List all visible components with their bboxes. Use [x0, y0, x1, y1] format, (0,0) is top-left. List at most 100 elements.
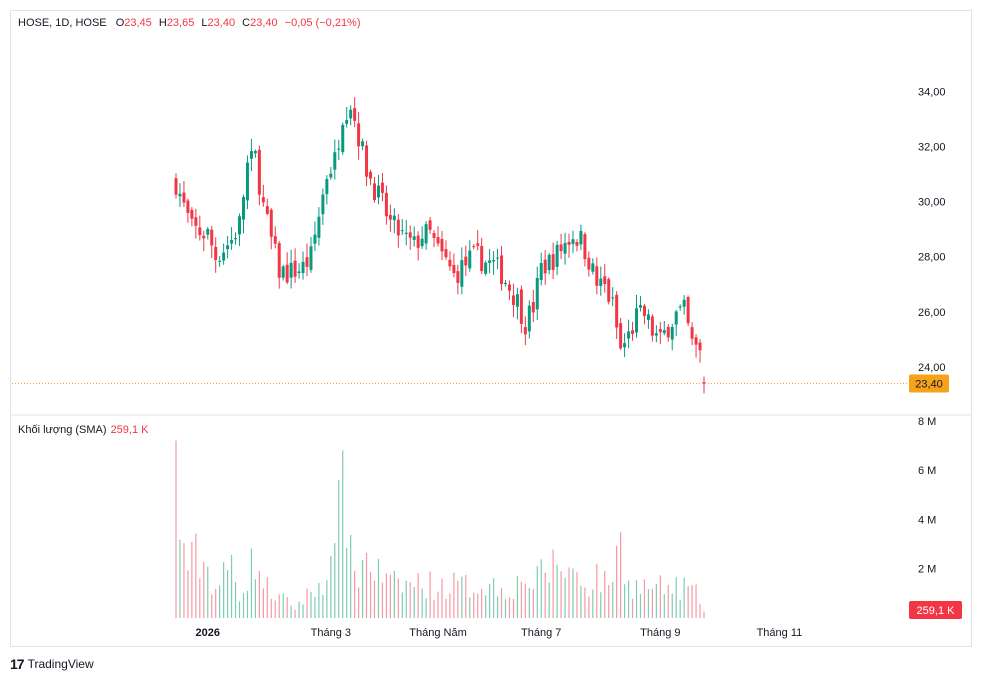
volume-bar — [294, 609, 296, 618]
candle-body — [297, 271, 301, 273]
volume-bar — [365, 552, 368, 618]
volume-bar — [473, 592, 475, 618]
candle-body — [666, 326, 670, 338]
candle-body — [444, 249, 448, 258]
volume-bar — [274, 600, 276, 618]
volume-bar — [330, 556, 332, 618]
last-price-label: 23,40 — [915, 378, 943, 390]
volume-legend-value: 259,1 K — [110, 424, 149, 436]
candle-body — [293, 260, 297, 277]
candle-body — [650, 316, 654, 336]
volume-bar — [556, 564, 558, 618]
candle-body — [198, 227, 202, 236]
volume-bar — [183, 543, 185, 618]
candle-body — [190, 209, 194, 219]
volume-bar — [504, 599, 507, 618]
volume-bar — [469, 597, 471, 618]
candle-body — [547, 254, 551, 271]
volume-bar — [373, 580, 376, 618]
candle-body — [567, 241, 571, 245]
volume-bar — [477, 593, 479, 618]
volume-bar — [377, 558, 380, 618]
volume-bar — [663, 594, 665, 618]
candle-body — [448, 259, 452, 267]
volume-bar — [211, 594, 213, 618]
candle-body — [265, 206, 269, 214]
volume-bar — [572, 568, 574, 618]
volume-bar — [338, 479, 340, 618]
volume-bar — [350, 535, 352, 618]
candle-body — [234, 238, 238, 240]
candle-body — [357, 123, 361, 147]
volume-bar — [254, 579, 256, 618]
candle-body — [638, 305, 642, 308]
volume-bar — [258, 570, 260, 618]
volume-bar — [270, 598, 272, 618]
volume-bar — [687, 586, 689, 618]
candle-body — [523, 327, 527, 335]
tradingview-brand[interactable]: 17 TradingView — [10, 656, 94, 672]
candle-body — [245, 162, 249, 201]
low-value: 23,40 — [207, 17, 236, 29]
volume-bar — [683, 577, 685, 618]
candle-body — [369, 171, 373, 179]
candle-body — [619, 323, 623, 349]
price-tick-label: 34,00 — [918, 86, 946, 98]
last-price-badge — [909, 374, 949, 393]
ohlc-legend: HOSE, 1D, HOSE O23,45 H23,65 L23,40 C23,… — [18, 17, 361, 29]
candle-body — [452, 265, 456, 274]
candle-body — [456, 271, 460, 283]
candle-body — [599, 278, 603, 286]
volume-bar — [699, 604, 701, 618]
candle-body — [468, 250, 472, 269]
candle-body — [702, 382, 706, 384]
candle-body — [218, 260, 222, 262]
candle-body — [317, 216, 321, 238]
volume-bar — [560, 571, 562, 618]
low-key: L — [201, 17, 208, 29]
candle-body — [372, 183, 376, 201]
candle-body — [388, 215, 392, 220]
volume-bar — [421, 588, 423, 618]
candle-body — [607, 279, 611, 302]
candle-body — [500, 255, 504, 285]
volume-bar — [524, 583, 526, 618]
candle-body — [472, 246, 476, 248]
volume-bar — [405, 580, 407, 618]
volume-bar — [310, 592, 312, 618]
volume-bar — [381, 582, 384, 618]
volume-bar — [691, 585, 693, 618]
candle-body — [670, 326, 674, 340]
price-tick-label: 26,00 — [918, 307, 946, 319]
last-price-marker: 23,40 259,1 K — [12, 374, 962, 619]
candle-body — [575, 242, 579, 246]
volume-bar — [489, 583, 491, 618]
volume-bar — [234, 581, 237, 618]
volume-bar — [639, 594, 642, 618]
volume-bar — [496, 596, 499, 618]
volume-bar — [608, 584, 610, 618]
volume-tick-label: 6 M — [918, 465, 936, 477]
candle-body — [611, 297, 615, 299]
volume-bar — [568, 567, 570, 618]
volume-bar — [290, 605, 292, 618]
candle-body — [543, 259, 547, 274]
volume-axis: 8 M 6 M 4 M 2 M — [918, 416, 936, 576]
volume-bar — [604, 570, 606, 618]
change-value: −0,05 (−0,21%) — [284, 17, 361, 29]
volume-bar — [298, 601, 300, 618]
volume-bar — [358, 587, 360, 618]
volume-bar — [199, 578, 201, 618]
candle-body — [698, 342, 702, 351]
volume-bar — [242, 593, 245, 618]
volume-bar — [401, 592, 403, 618]
volume-bar — [262, 588, 264, 618]
candle-body — [460, 260, 464, 287]
candle-body — [376, 185, 380, 198]
open-key: O — [115, 17, 125, 29]
volume-bar — [548, 582, 550, 618]
volume-bar — [425, 598, 427, 618]
candle-body — [591, 263, 595, 272]
candle-body — [281, 266, 285, 278]
